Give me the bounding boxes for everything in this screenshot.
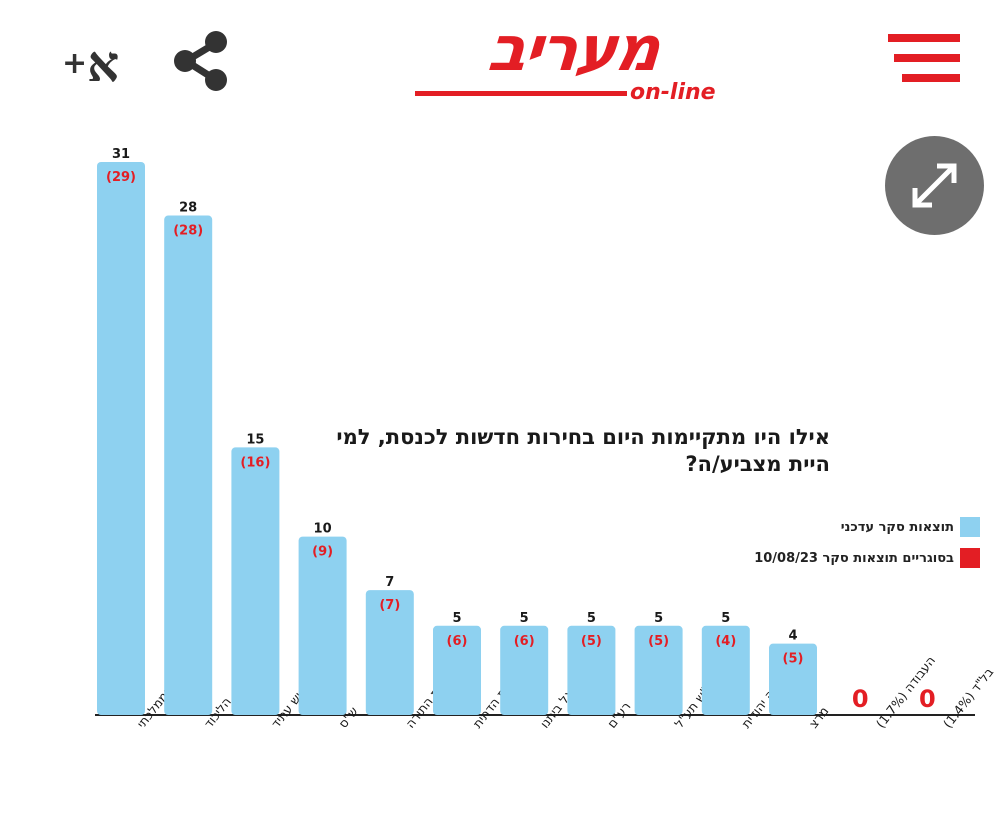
category-label-12: בל"ד (1.4%) [940,665,996,731]
bar-7 [567,625,616,715]
previous-label-6: (6) [514,634,535,649]
bar-4 [365,590,414,715]
bar-3 [298,536,347,715]
expand-arrows-icon [912,163,957,208]
chart-legend: תוצאות סקר עדכני בסוגריים תוצאות סקר 10/… [650,515,980,577]
previous-label-4: (7) [379,598,400,613]
font-size-button[interactable]: + א [62,34,136,94]
value-label-4: 7 [385,575,394,590]
bar-6 [500,625,549,715]
previous-label-0: (29) [106,170,136,185]
font-size-letter: א [87,34,120,93]
chart-title: אילו היו מתקיימות היום בחירות חדשות לכנס… [336,425,830,476]
bar-10 [769,643,817,715]
share-icon [174,31,227,91]
value-label-3: 10 [314,522,332,537]
legend-item-previous: בסוגריים תוצאות סקר 10/08/23 [650,546,980,570]
previous-label-9: (4) [715,634,736,649]
value-label-2: 15 [246,432,264,447]
value-label-1: 28 [179,201,197,216]
value-label-5: 5 [452,611,461,626]
logo-rule [415,91,627,96]
value-label-12: 0 [919,685,936,713]
bar-9 [701,625,750,715]
value-label-0: 31 [112,147,130,162]
previous-label-8: (5) [648,634,669,649]
legend-item-current: תוצאות סקר עדכני [650,515,980,539]
chart-canvas: 31(29)המחנה הממלכתי28(28)הליכוד15(16)יש … [95,147,996,731]
legend-swatch-previous [960,548,980,568]
maariv-logo[interactable]: מעריב on-line [415,12,730,106]
legend-swatch-current [960,517,980,537]
value-label-6: 5 [520,611,529,626]
legend-label-previous: בסוגריים תוצאות סקר 10/08/23 [754,550,954,566]
value-label-10: 4 [788,629,797,644]
bar-2 [231,447,280,715]
value-label-7: 5 [587,611,596,626]
previous-label-1: (28) [173,224,203,239]
previous-label-2: (16) [240,455,270,470]
previous-label-10: (5) [783,652,804,667]
expand-image-button[interactable] [885,136,984,235]
site-header: + א מעריב on-line [0,0,1000,112]
share-button[interactable] [172,30,230,92]
value-label-11: 0 [852,685,869,713]
bar-1 [164,215,213,716]
bar-0 [97,162,145,715]
logo-subtext: on-line [630,80,716,105]
legend-label-current: תוצאות סקר עדכני [840,519,954,535]
bar-8 [634,625,683,715]
logo-wordmark: מעריב [484,12,663,85]
value-label-8: 5 [654,611,663,626]
menu-button[interactable] [888,34,960,88]
previous-label-3: (9) [312,545,333,560]
bar-5 [433,625,481,715]
font-size-plus: + [62,46,88,81]
previous-label-5: (6) [447,634,468,649]
previous-label-7: (5) [581,634,602,649]
poll-chart: 31(29)המחנה הממלכתי28(28)הליכוד15(16)יש … [0,112,1000,836]
value-label-9: 5 [721,611,730,626]
hamburger-menu-icon [888,34,960,82]
